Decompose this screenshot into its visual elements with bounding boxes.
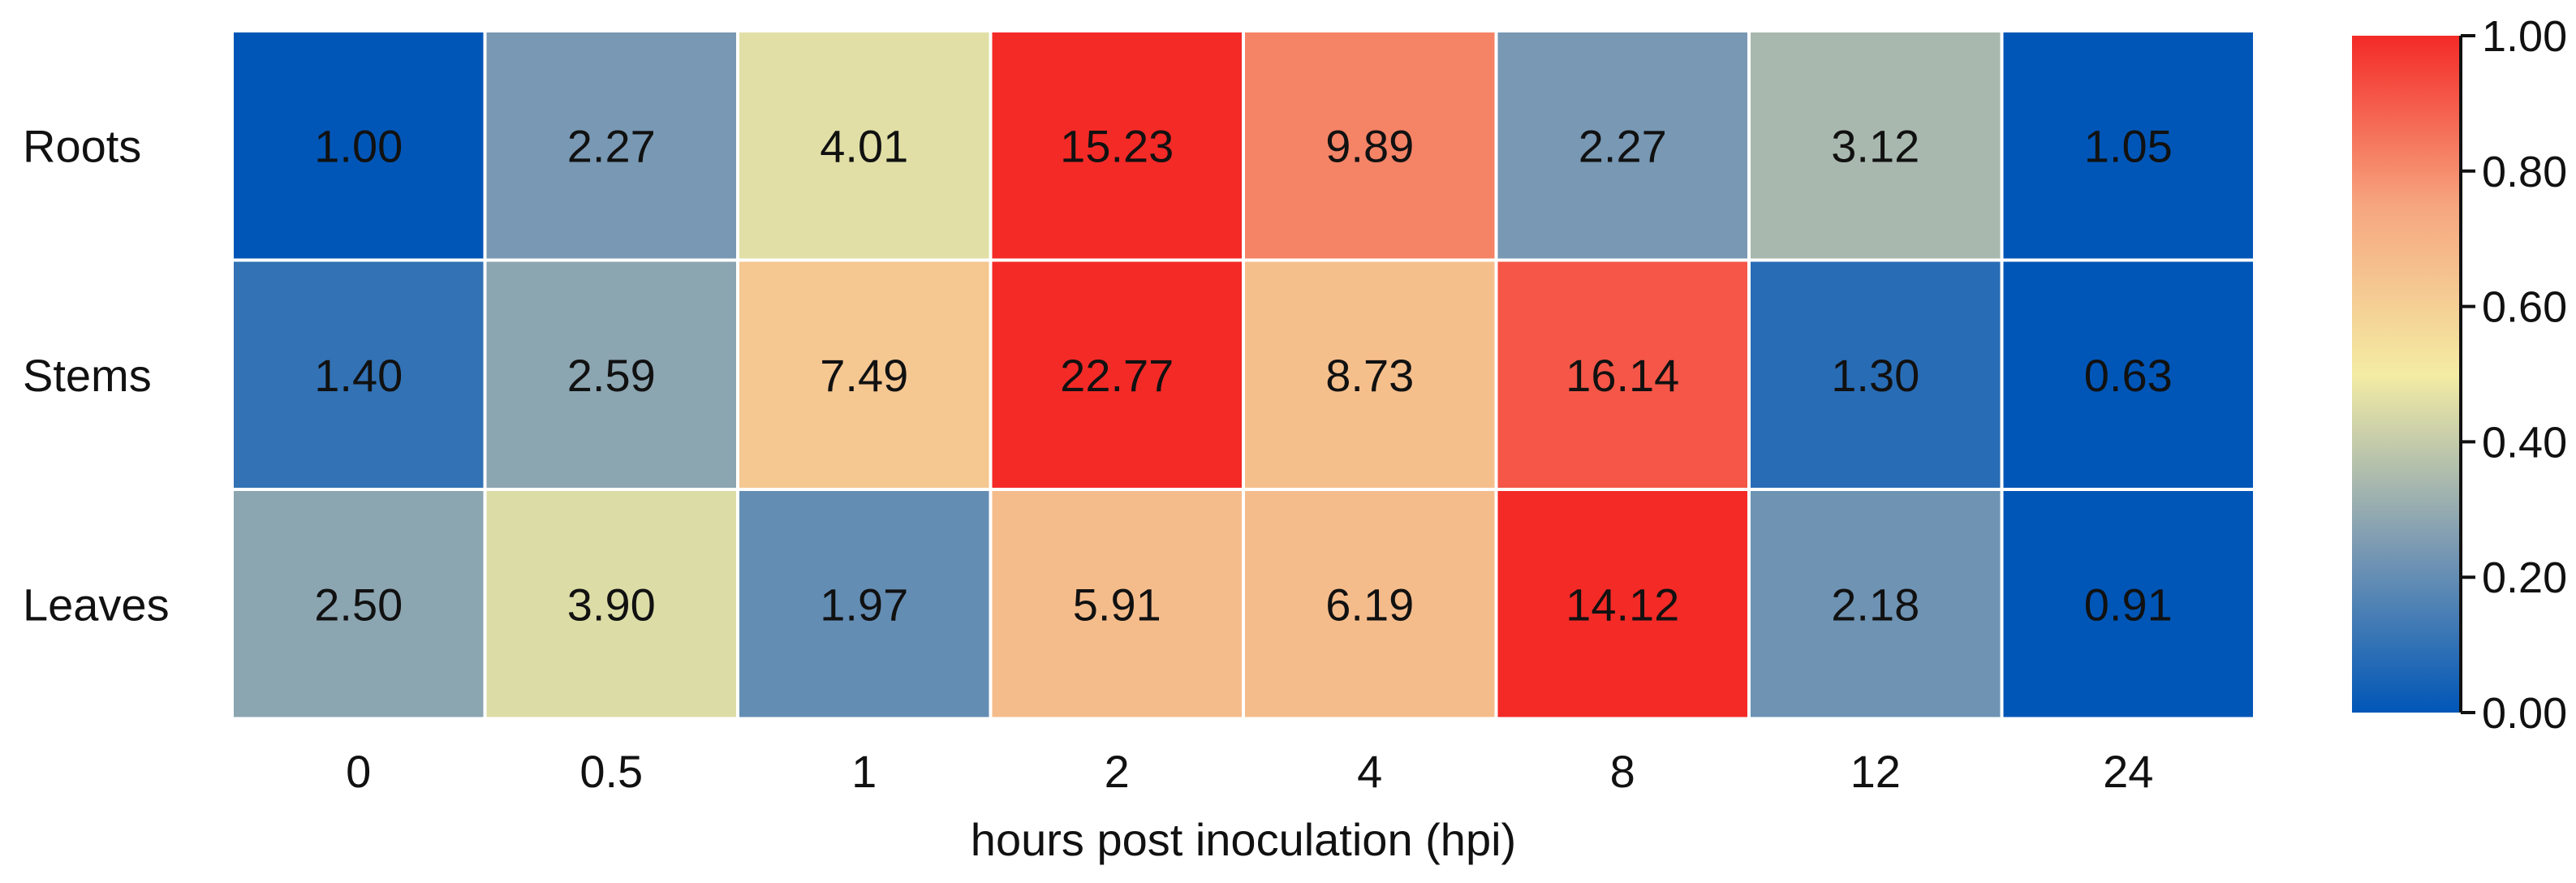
cell-value-label: 2.18 bbox=[1831, 579, 1919, 630]
cell-value-label: 0.91 bbox=[2084, 579, 2173, 630]
cell-value-label: 16.14 bbox=[1566, 350, 1679, 401]
cell-value-label: 1.30 bbox=[1831, 350, 1919, 401]
heatmap-cell bbox=[1497, 491, 1747, 717]
x-tick-label: 24 bbox=[2103, 746, 2153, 797]
cell-value-label: 4.01 bbox=[820, 120, 908, 171]
cell-value-label: 8.73 bbox=[1325, 350, 1414, 401]
heatmap-cell bbox=[2003, 491, 2253, 717]
colorbar: 0.00 0.20 0.40 0.60 0.80 1.00 bbox=[2352, 12, 2567, 738]
heatmap-cell bbox=[739, 491, 989, 717]
y-axis-tick-labels: Roots Stems Leaves bbox=[23, 120, 170, 630]
cell-value-label: 1.97 bbox=[820, 579, 908, 630]
heatmap-cell bbox=[1751, 32, 2001, 259]
y-tick-label: Stems bbox=[23, 350, 152, 401]
cell-value-label: 1.40 bbox=[314, 350, 403, 401]
heatmap-cell bbox=[739, 261, 989, 488]
heatmap-cell bbox=[1245, 32, 1495, 259]
heatmap-cell bbox=[234, 32, 484, 259]
cell-value-label: 6.19 bbox=[1325, 579, 1414, 630]
colorbar-tick-label: 1.00 bbox=[2482, 12, 2567, 61]
cell-value-label: 9.89 bbox=[1325, 120, 1414, 171]
x-axis-tick-labels: 0 0.5 1 2 4 8 12 24 bbox=[346, 746, 2153, 797]
cell-value-label: 14.12 bbox=[1566, 579, 1679, 630]
x-tick-label: 0.5 bbox=[579, 746, 643, 797]
heatmap-cell bbox=[1751, 261, 2001, 488]
cell-value-label: 3.12 bbox=[1831, 120, 1919, 171]
cell-value-label: 1.00 bbox=[314, 120, 403, 171]
cell-value-label: 2.59 bbox=[567, 350, 656, 401]
cell-value-label: 7.49 bbox=[820, 350, 908, 401]
x-tick-label: 1 bbox=[851, 746, 877, 797]
x-tick-label: 0 bbox=[346, 746, 371, 797]
heatmap-cell bbox=[234, 261, 484, 488]
cell-value-label: 2.27 bbox=[567, 120, 656, 171]
heatmap-cell bbox=[486, 261, 736, 488]
heatmap-cell bbox=[992, 491, 1242, 717]
heatmap-cell bbox=[2003, 32, 2253, 259]
y-tick-label: Leaves bbox=[23, 579, 170, 630]
heatmap-cell bbox=[1751, 491, 2001, 717]
heatmap-cell bbox=[234, 491, 484, 717]
cell-value-label: 3.90 bbox=[567, 579, 656, 630]
colorbar-ticks: 0.00 0.20 0.40 0.60 0.80 1.00 bbox=[2461, 12, 2567, 738]
cell-value-label: 2.27 bbox=[1579, 120, 1667, 171]
cell-value-label: 1.05 bbox=[2084, 120, 2173, 171]
heatmap-cell bbox=[992, 261, 1242, 488]
colorbar-tick-label: 0.60 bbox=[2482, 283, 2567, 332]
cell-value-label: 22.77 bbox=[1060, 350, 1174, 401]
x-tick-label: 12 bbox=[1850, 746, 1901, 797]
heatmap-cell bbox=[486, 32, 736, 259]
cell-value-label: 5.91 bbox=[1073, 579, 1161, 630]
colorbar-tick-label: 0.20 bbox=[2482, 553, 2567, 602]
x-tick-label: 2 bbox=[1105, 746, 1130, 797]
y-tick-label: Roots bbox=[23, 120, 141, 171]
cell-value-label: 2.50 bbox=[314, 579, 403, 630]
x-tick-label: 8 bbox=[1610, 746, 1635, 797]
heatmap-cell bbox=[1497, 32, 1747, 259]
colorbar-tick-label: 0.80 bbox=[2482, 148, 2567, 196]
x-axis-title: hours post inoculation (hpi) bbox=[971, 814, 1516, 865]
x-tick-label: 4 bbox=[1357, 746, 1382, 797]
heatmap-cell-labels: 1.00 2.27 4.01 15.23 9.89 2.27 3.12 1.05 1.40 2.5… bbox=[314, 120, 2173, 630]
cell-value-label: 15.23 bbox=[1060, 120, 1174, 171]
heatmap-cell bbox=[1497, 261, 1747, 488]
heatmap-cells bbox=[234, 32, 2253, 717]
heatmap-cell bbox=[2003, 261, 2253, 488]
heatmap-cell bbox=[992, 32, 1242, 259]
heatmap-cell bbox=[486, 491, 736, 717]
colorbar-tick-label: 0.40 bbox=[2482, 418, 2567, 467]
cell-value-label: 0.63 bbox=[2084, 350, 2173, 401]
colorbar-tick-label: 0.00 bbox=[2482, 689, 2567, 738]
colorbar-gradient bbox=[2352, 36, 2459, 713]
heatmap-cell bbox=[739, 32, 989, 259]
heatmap-cell bbox=[1245, 491, 1495, 717]
heatmap-cell bbox=[1245, 261, 1495, 488]
